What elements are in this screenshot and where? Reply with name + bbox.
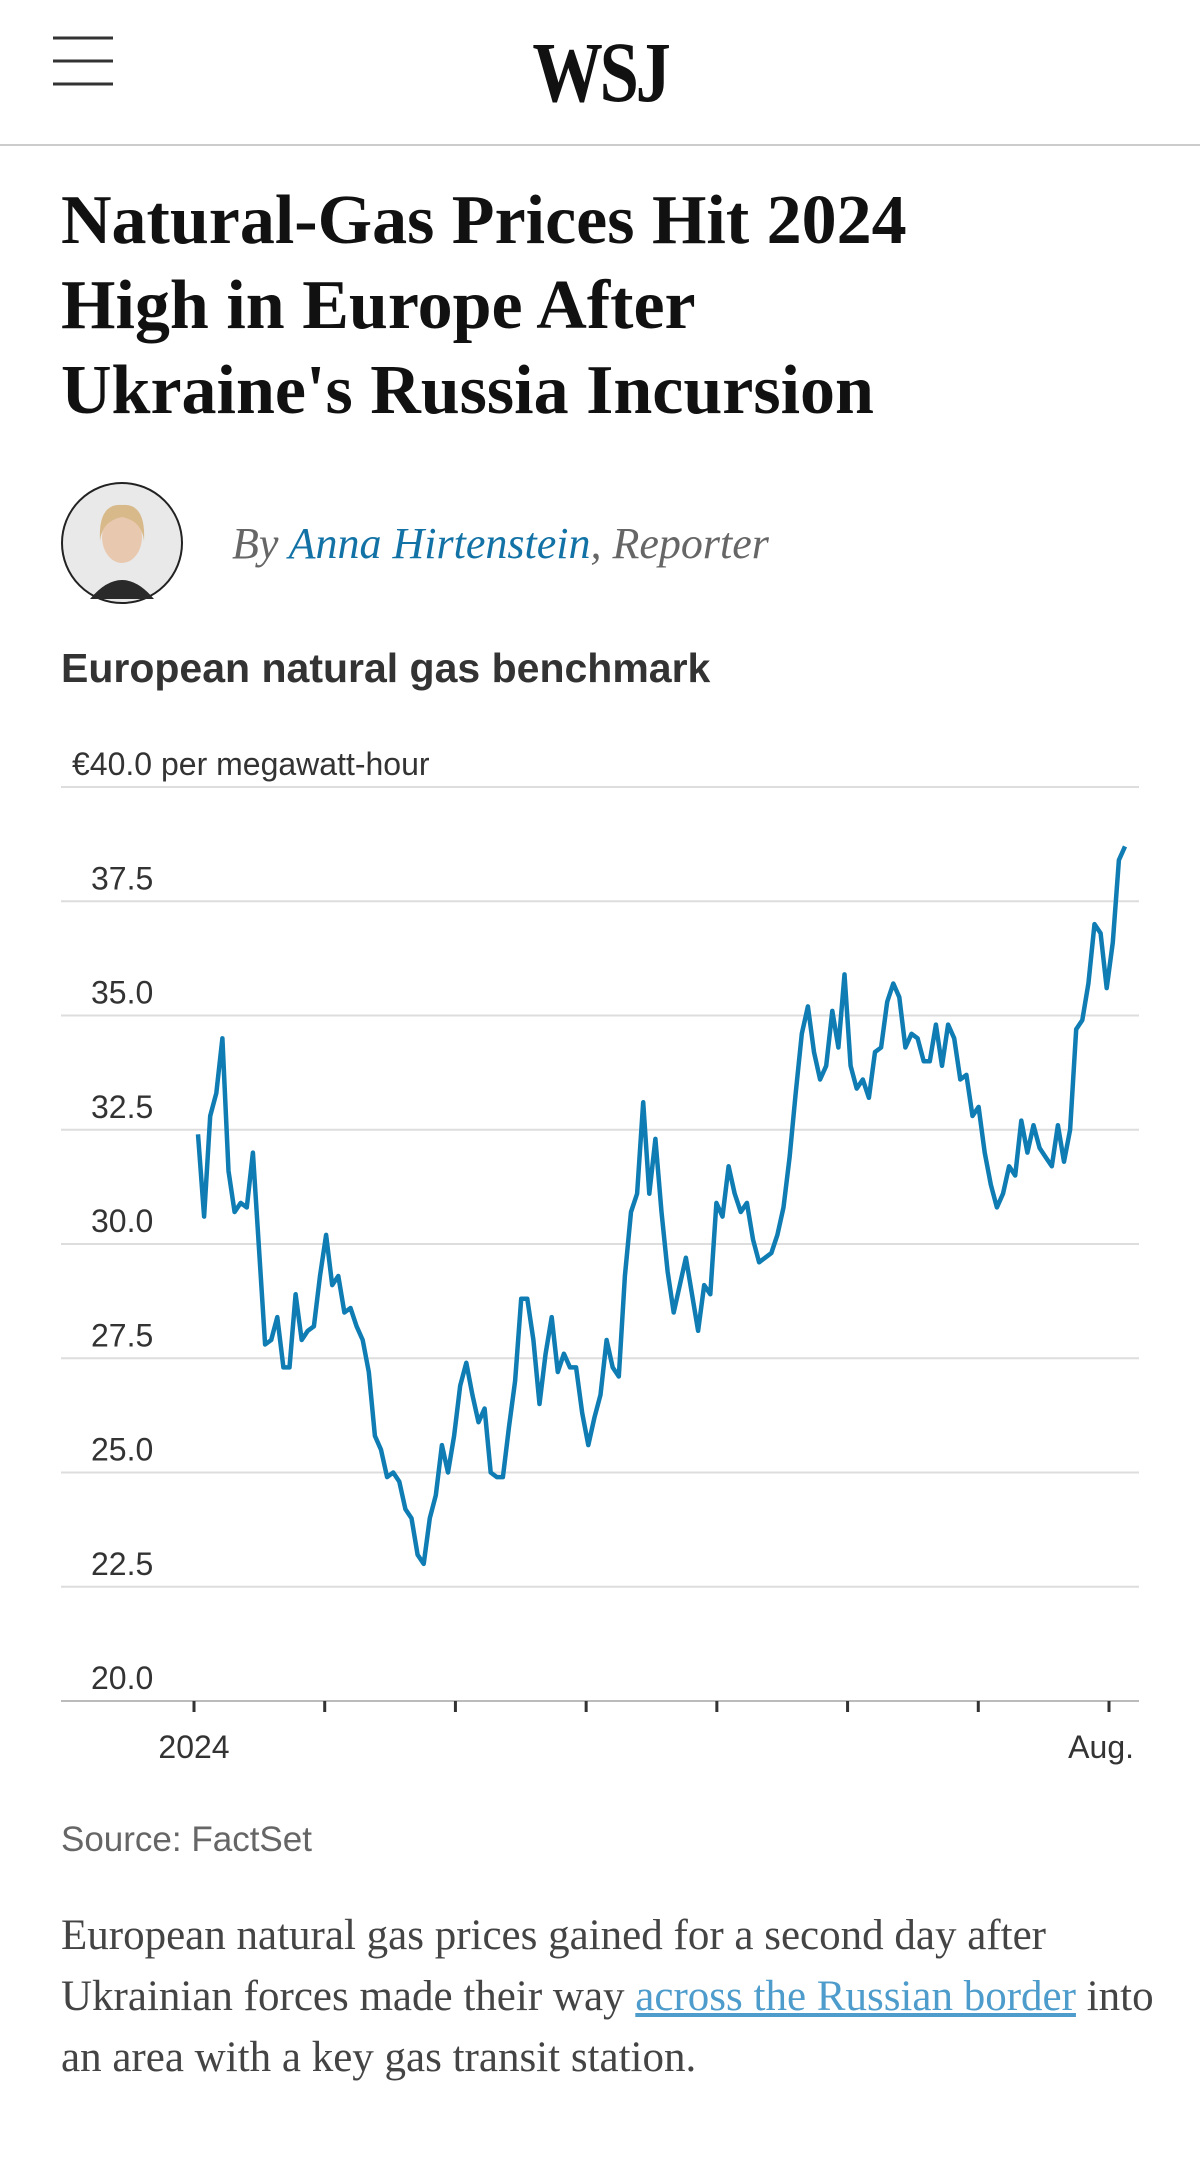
price-line (195, 845, 1128, 1567)
body-text: into an area with a key gas transit stat… (61, 1973, 1154, 2081)
x-tick-label: 2024 (158, 1729, 229, 1765)
article-body: European natural gas prices gained for a… (61, 1905, 1161, 2088)
x-tick-label: Aug. (1068, 1729, 1134, 1765)
y-tick-label: 25.0 (91, 1432, 153, 1468)
menu-icon[interactable] (50, 30, 120, 90)
y-tick-label: 27.5 (91, 1317, 153, 1353)
body-text: European natural gas prices gained for a… (61, 1912, 1046, 2020)
headline-line: Natural-Gas Prices Hit 2024 (61, 182, 907, 259)
byline-role: , Reporter (590, 519, 769, 568)
y-tick-label: €40.0 per megawatt-hour (72, 746, 430, 782)
chart-title: European natural gas benchmark (61, 645, 711, 691)
y-tick-label: 22.5 (91, 1546, 153, 1582)
top-bar: WSJ (0, 0, 1200, 146)
body-link[interactable]: across the Russian border (635, 1973, 1076, 2020)
chart-source: Source: FactSet (61, 1820, 312, 1859)
y-tick-label: 32.5 (91, 1089, 153, 1125)
byline-prefix: By (232, 519, 279, 568)
headline: Natural-Gas Prices Hit 2024 High in Euro… (61, 178, 907, 433)
headline-line: High in Europe After (61, 267, 696, 344)
chart: 20.0 22.5 25.0 27.5 30.0 32.5 35.0 37.5 €40.0 pe… (61, 746, 1139, 1765)
logo[interactable]: WSJ (532, 24, 670, 120)
y-tick-label: 30.0 (91, 1203, 153, 1239)
author-link[interactable]: Anna Hirtenstein (288, 519, 591, 568)
author-avatar (61, 482, 183, 604)
y-tick-label: 37.5 (91, 860, 153, 896)
headline-line: Ukraine's Russia Incursion (61, 352, 874, 429)
y-tick-label: 20.0 (91, 1660, 153, 1696)
byline: By Anna Hirtenstein, Reporter (232, 518, 769, 569)
y-tick-label: 35.0 (91, 975, 153, 1011)
